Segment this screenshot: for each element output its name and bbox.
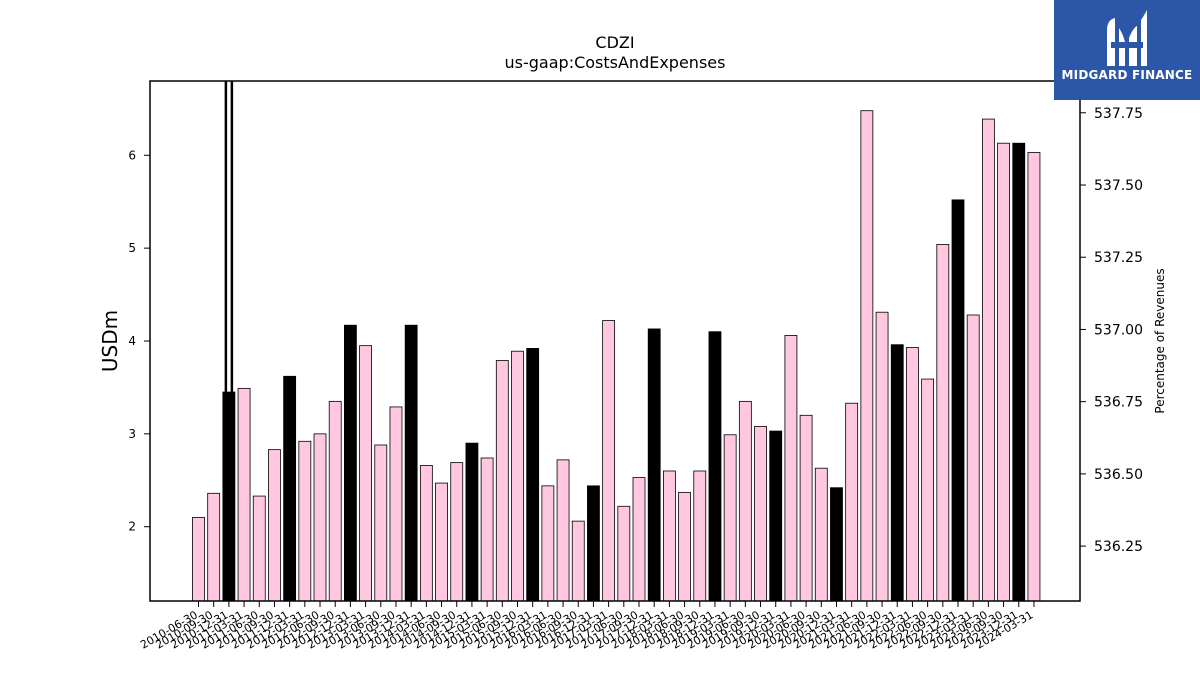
bar-2022-12-31: [951, 199, 965, 602]
y2-tick-label: 536.75: [1094, 395, 1143, 411]
bar-2020-03-31: [784, 335, 798, 602]
bar-2011-06-30: [252, 495, 266, 602]
bar-2021-12-31: [890, 344, 904, 602]
y-axis: 2 3 4 5 6: [128, 148, 150, 534]
bar-2017-12-31: [647, 328, 661, 602]
bar-2014-09-30: [450, 462, 464, 602]
y-tick-label: 2: [128, 520, 136, 534]
bar-2018-09-30: [693, 470, 707, 602]
bar-2016-03-31: [541, 485, 555, 602]
bar-2013-09-30: [389, 406, 403, 602]
bar-2023-09-30: [997, 142, 1010, 602]
y2-tick-label: 537.75: [1094, 106, 1143, 122]
bar-2021-09-30: [875, 311, 889, 602]
bar-2014-03-31: [419, 465, 433, 602]
bar-2018-12-31: [708, 331, 722, 602]
bar-2024-03-31: [1027, 152, 1041, 602]
y2-tick-label: 536.50: [1094, 467, 1143, 483]
bar-2010-06-30: [192, 517, 205, 602]
bar-2016-09-30: [571, 520, 585, 602]
bar-2017-03-31: [602, 320, 616, 602]
percentage-line: [224, 81, 234, 393]
bar-2015-12-31: [526, 348, 540, 602]
y-tick-label: 3: [128, 427, 136, 441]
bar-2015-03-31: [480, 457, 494, 602]
bar-2014-12-31: [465, 442, 479, 602]
bar-2011-09-30: [268, 449, 281, 602]
plot-frame: [149, 80, 1081, 602]
bar-2013-12-31: [404, 324, 418, 602]
bar-2023-03-31: [966, 314, 980, 602]
secondary-y-axis: 536.25 536.50 536.75 537.00 537.25 537.50 537.…: [1080, 106, 1143, 555]
bar-2014-06-30: [435, 482, 448, 602]
bar-2011-12-31: [283, 375, 297, 602]
y-tick-label: 4: [128, 334, 136, 348]
bar-2012-12-31: [343, 324, 357, 602]
bar-2017-06-30: [617, 505, 631, 602]
bar-2013-03-31: [359, 345, 372, 602]
bar-2020-06-30: [799, 414, 813, 602]
bar-2019-03-31: [723, 434, 737, 602]
y2-tick-label: 537.50: [1094, 178, 1143, 194]
bar-2016-12-31: [587, 485, 600, 602]
midgard-m-logo-icon: [1107, 10, 1147, 66]
chart-subtitle: us-gaap:CostsAndExpenses: [505, 53, 726, 72]
brand-logo: MIDGARD FINANCE: [1054, 0, 1200, 100]
bar-2019-09-30: [754, 426, 767, 602]
bar-series: [192, 110, 1041, 602]
bar-2023-06-30: [981, 118, 995, 602]
bar-2020-12-31: [830, 487, 843, 602]
bar-2012-09-30: [328, 400, 342, 602]
secondary-y-axis-label: Percentage of Revenues: [1153, 268, 1167, 413]
y2-tick-label: 537.00: [1094, 322, 1143, 338]
bar-2012-06-30: [313, 433, 327, 602]
bar-2015-06-30: [495, 360, 509, 602]
bar-2020-09-30: [814, 467, 828, 602]
bar-2011-03-31: [237, 387, 251, 602]
bar-2019-12-31: [769, 430, 783, 602]
bar-2016-06-30: [556, 459, 570, 602]
chart-title: CDZI: [595, 33, 634, 52]
bar-2010-12-31: [222, 391, 236, 602]
bar-2018-03-31: [662, 470, 676, 602]
y-tick-label: 5: [128, 241, 136, 255]
bar-2021-03-31: [845, 402, 859, 602]
bar-2019-06-30: [738, 400, 752, 602]
y2-tick-label: 537.25: [1094, 250, 1143, 266]
bar-2022-03-31: [906, 347, 919, 602]
y-axis-label: USDm: [98, 310, 122, 372]
bar-2010-09-30: [207, 492, 221, 602]
bar-2012-03-31: [298, 440, 312, 602]
y2-tick-label: 536.25: [1094, 539, 1143, 555]
bar-2015-09-30: [511, 350, 524, 602]
bar-2018-06-30: [678, 491, 691, 602]
bar-2022-09-30: [936, 244, 950, 602]
bar-2021-06-30: [860, 110, 874, 602]
brand-name: MIDGARD FINANCE: [1061, 68, 1193, 82]
bar-2013-06-30: [374, 444, 388, 602]
y-tick-label: 6: [128, 148, 136, 162]
x-axis: 2010-06-302010-09-302010-12-312011-03-31…: [138, 601, 1035, 652]
bar-2023-12-31: [1012, 142, 1026, 602]
bar-2022-06-30: [921, 378, 935, 602]
bar-2017-09-30: [632, 477, 646, 602]
